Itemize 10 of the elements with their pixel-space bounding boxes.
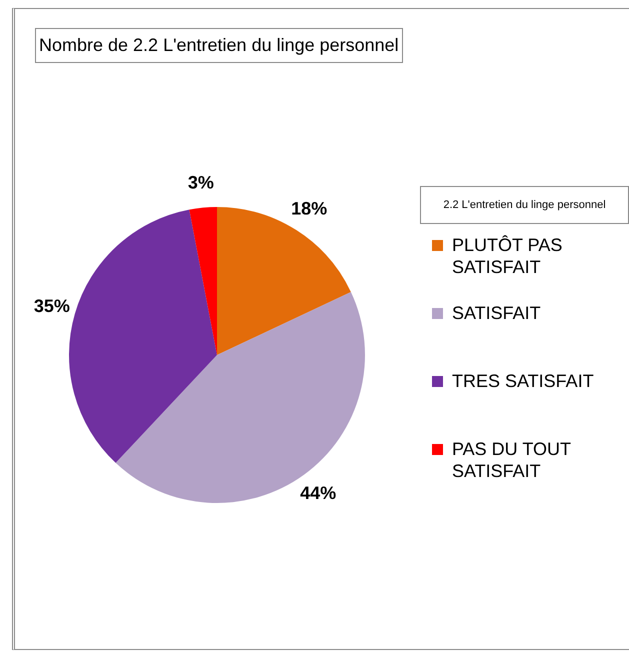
chart-title: Nombre de 2.2 L'entretien du linge personnel — [35, 28, 403, 63]
legend-label: SATISFAIT — [452, 303, 541, 323]
legend-label: PAS DU TOUT SATISFAIT — [452, 439, 571, 481]
legend-label: PLUTÔT PAS SATISFAIT — [452, 235, 562, 277]
legend-title: 2.2 L'entretien du linge personnel — [420, 186, 629, 224]
data-label: 44% — [300, 483, 336, 504]
legend-label: TRES SATISFAIT — [452, 371, 594, 391]
data-label: 3% — [188, 172, 214, 193]
data-label: 18% — [291, 198, 328, 219]
data-label: 35% — [34, 296, 70, 316]
